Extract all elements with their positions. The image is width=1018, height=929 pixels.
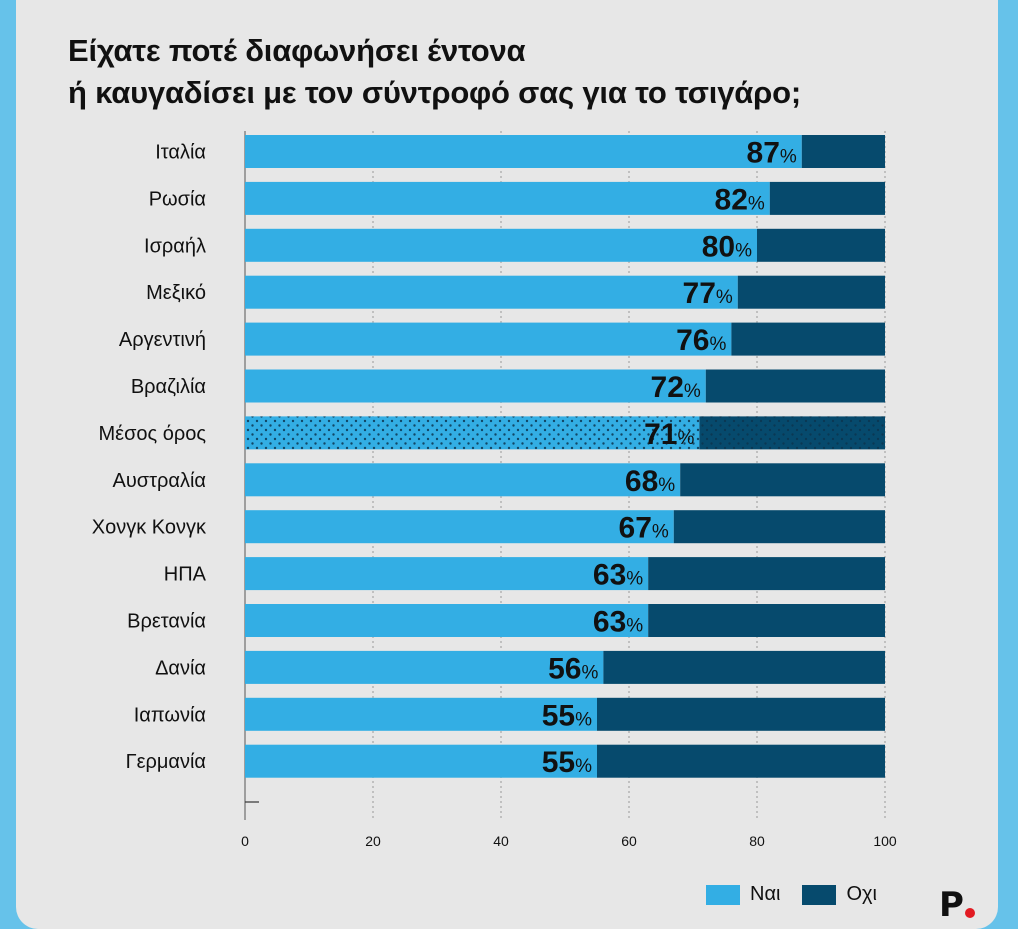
value-label-3: 77% — [683, 277, 733, 310]
bar-yes-8 — [245, 510, 674, 544]
legend: Ναι Οχι — [706, 883, 899, 906]
value-label-4: 76% — [676, 324, 726, 357]
value-label-11: 56% — [548, 652, 598, 685]
x-tick-label-60: 60 — [621, 833, 637, 849]
bar-no-7 — [680, 463, 885, 497]
x-tick-label-80: 80 — [749, 833, 765, 849]
bar-no-10 — [648, 604, 885, 637]
value-label-5: 72% — [651, 371, 701, 404]
legend-item-no: Οχι — [802, 883, 877, 906]
bar-chart: 0 20 40 60 80 100 Ιταλία 87% Ρωσία 82% Ισραήλ 80% Με… — [92, 131, 897, 849]
legend-swatch-yes — [706, 884, 740, 905]
bar-no-5 — [705, 369, 885, 403]
logo-letter: P — [939, 885, 964, 925]
chart-title-line-2: ή καυγαδίσει με τον σύντροφό σας για το … — [68, 75, 801, 110]
category-label-11: Δανία — [155, 657, 206, 679]
bar-no-4 — [731, 322, 885, 356]
category-label-7: Αυστραλία — [113, 470, 206, 492]
category-label-6: Μέσος όρος — [99, 423, 207, 445]
bar-yes-12 — [245, 697, 597, 731]
value-label-13: 55% — [542, 746, 592, 779]
bar-no-2 — [757, 228, 885, 262]
category-label-1: Ρωσία — [149, 188, 206, 210]
bar-no-9 — [648, 557, 885, 591]
category-label-8: Χονγκ Κονγκ — [92, 517, 207, 539]
bar-yes-1 — [245, 181, 770, 215]
category-label-2: Ισραήλ — [144, 235, 206, 257]
value-label-10: 63% — [593, 606, 643, 639]
value-label-0: 87% — [747, 137, 797, 170]
value-label-1: 82% — [715, 183, 765, 216]
x-tick-label-20: 20 — [365, 833, 381, 849]
bar-no-3 — [737, 275, 885, 309]
bar-yes-7 — [245, 463, 681, 497]
category-label-13: Γερμανία — [126, 751, 206, 773]
value-label-9: 63% — [593, 559, 643, 592]
bar-no-0 — [801, 135, 885, 168]
category-label-3: Μεξικό — [146, 282, 206, 304]
value-label-2: 80% — [702, 230, 752, 263]
bar-yes-11 — [245, 650, 604, 684]
chart-title-line-1: Είχατε ποτέ διαφωνήσει έντονα — [68, 33, 526, 68]
legend-item-yes: Ναι — [706, 883, 780, 906]
category-label-4: Αργεντινή — [119, 329, 206, 351]
bar-yes-13 — [245, 744, 597, 778]
bar-no-1 — [769, 181, 885, 215]
x-tick-label-40: 40 — [493, 833, 509, 849]
chart-title: Είχατε ποτέ διαφωνήσει έντονα ή καυγαδίσ… — [68, 30, 801, 114]
bar-no-13 — [597, 744, 885, 778]
bar-yes-0 — [245, 135, 802, 168]
bar-yes-10 — [245, 604, 649, 637]
x-tick-label-0: 0 — [241, 833, 249, 849]
bar-no-11 — [603, 650, 885, 684]
legend-label-no: Οχι — [846, 883, 877, 905]
category-label-12: Ιαπωνία — [134, 704, 206, 726]
value-label-8: 67% — [619, 512, 669, 545]
value-label-7: 68% — [625, 465, 675, 498]
category-label-5: Βραζιλία — [131, 376, 206, 398]
category-label-10: Βρετανία — [127, 611, 206, 633]
legend-label-yes: Ναι — [750, 883, 781, 905]
bar-highlight-dots — [245, 416, 885, 450]
bar-no-12 — [597, 697, 885, 731]
bar-yes-5 — [245, 369, 706, 403]
bar-yes-3 — [245, 275, 738, 309]
value-label-12: 55% — [542, 699, 592, 732]
chart-card: Είχατε ποτέ διαφωνήσει έντονα ή καυγαδίσ… — [16, 0, 998, 929]
publisher-logo: P — [939, 888, 975, 922]
bar-no-8 — [673, 510, 885, 544]
category-label-9: ΗΠΑ — [164, 564, 207, 586]
x-tick-label-100: 100 — [873, 833, 897, 849]
category-label-0: Ιταλία — [155, 142, 206, 164]
value-label-6: 71% — [644, 418, 694, 451]
bar-yes-2 — [245, 228, 757, 262]
legend-swatch-no — [802, 884, 837, 905]
bar-yes-9 — [245, 557, 649, 591]
bar-yes-4 — [245, 322, 732, 356]
logo-dot — [964, 908, 975, 918]
